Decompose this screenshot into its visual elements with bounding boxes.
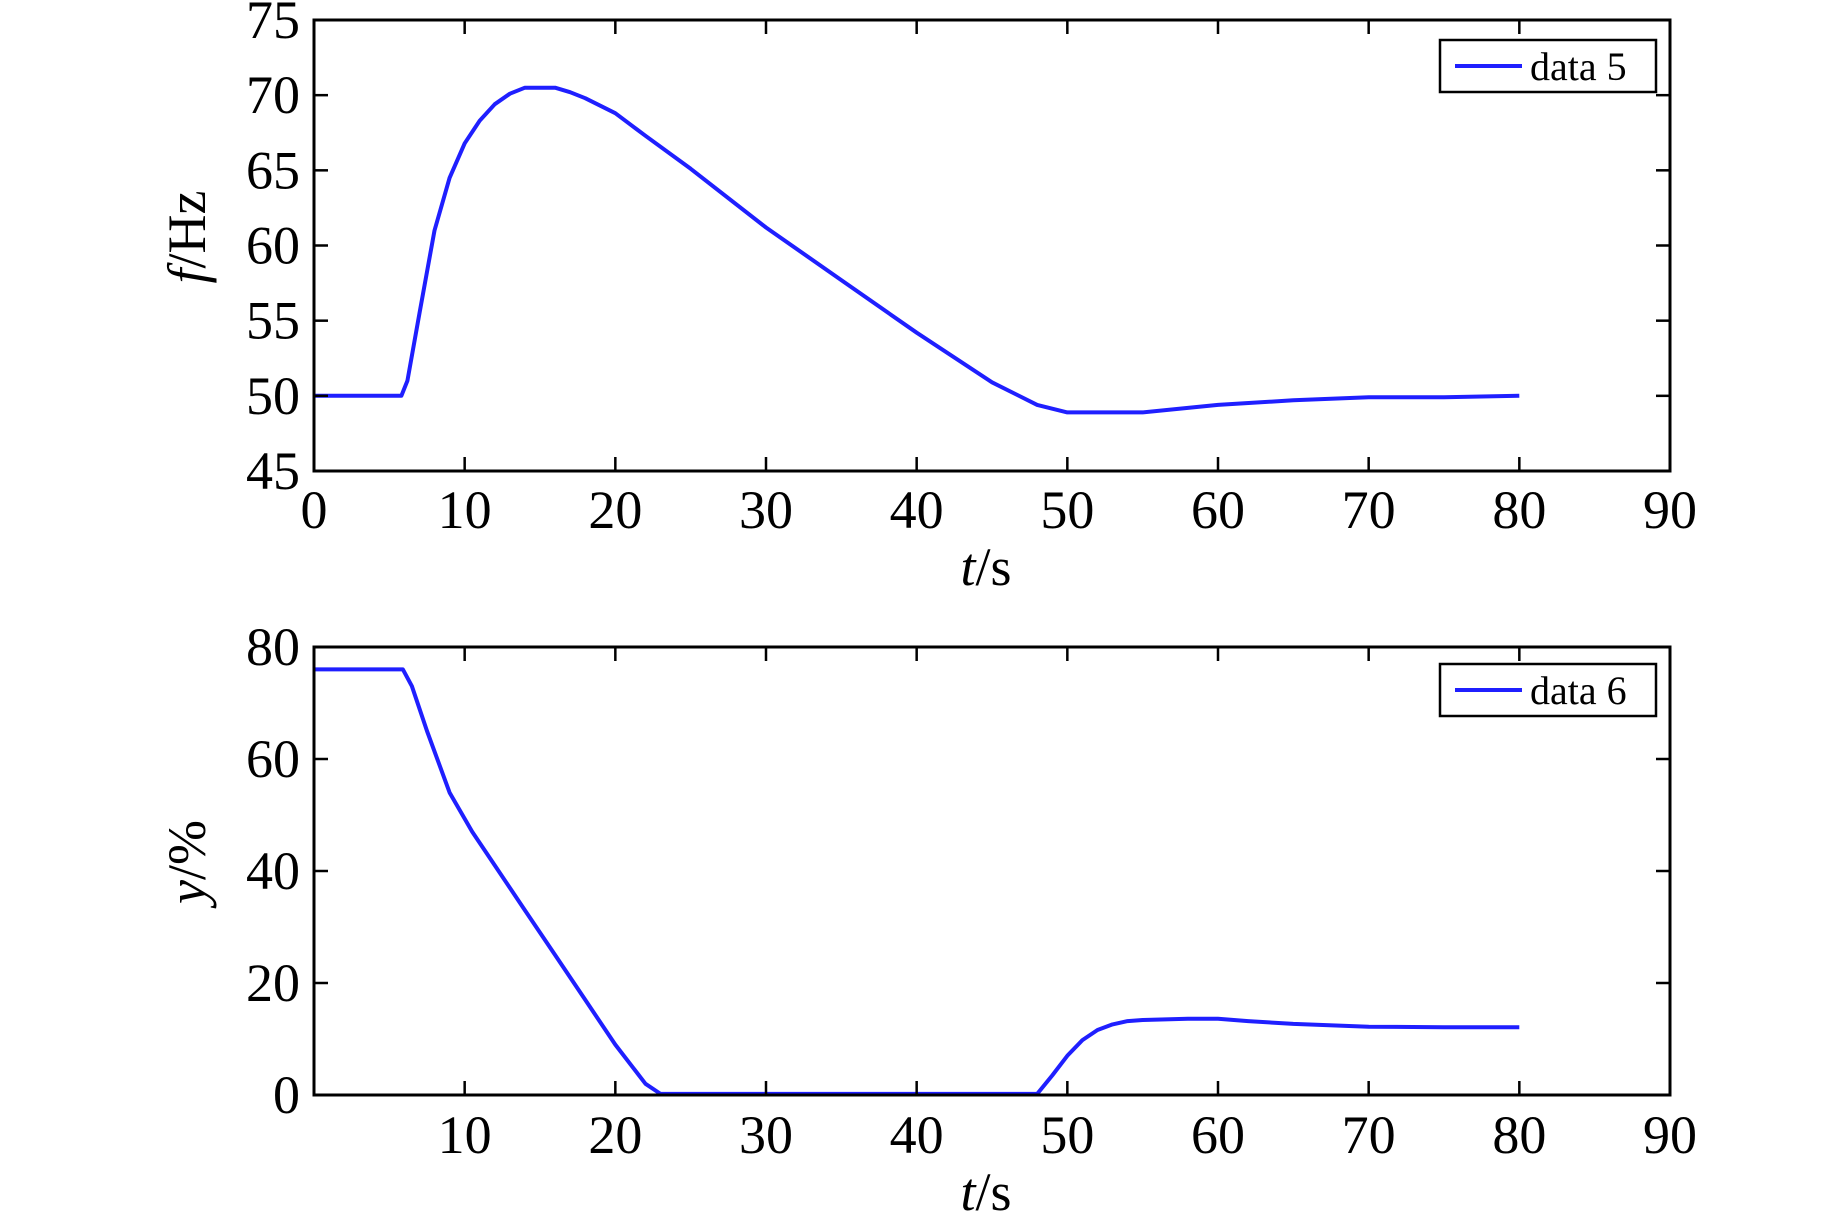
y-tick-label: 60	[246, 729, 300, 789]
y-tick-label: 40	[246, 841, 300, 901]
y-axis-label: f/Hz	[157, 191, 217, 284]
x-tick-label: 70	[1342, 480, 1396, 540]
x-tick-label: 0	[301, 480, 328, 540]
x-tick-label: 70	[1342, 1105, 1396, 1165]
x-tick-label: 50	[1040, 1105, 1094, 1165]
frequency-plot: t/s f/Hz 0 10 20 30 40 50 60 70 80 90 45 50 55 60 65 70…	[157, 0, 1697, 597]
x-tick-label: 30	[739, 480, 793, 540]
x-tick-label: 40	[890, 1105, 944, 1165]
x-tick-label: 60	[1191, 1105, 1245, 1165]
legend: data 5	[1438, 38, 1658, 94]
x-tick-label: 30	[739, 1105, 793, 1165]
x-axis-label: t/s	[960, 1162, 1011, 1220]
y-tick-label: 70	[246, 65, 300, 125]
y-tick-label: 80	[246, 617, 300, 677]
x-tick-label: 60	[1191, 480, 1245, 540]
y-tick-label: 0	[273, 1065, 300, 1125]
x-tick-label: 40	[890, 480, 944, 540]
y-tick-label: 45	[246, 441, 300, 501]
y-axis-label: y/%	[157, 820, 217, 909]
legend: data 6	[1438, 662, 1658, 718]
x-tick-label: 50	[1040, 480, 1094, 540]
y-tick-label: 55	[246, 291, 300, 351]
y-tick-label: 65	[246, 140, 300, 200]
y-tick-label: 20	[246, 953, 300, 1013]
x-tick-label: 10	[438, 480, 492, 540]
x-tick-label: 10	[438, 1105, 492, 1165]
x-tick-label: 90	[1643, 1105, 1697, 1165]
x-tick-label: 20	[588, 1105, 642, 1165]
x-axis-label: t/s	[960, 537, 1011, 597]
legend-label: data 6	[1530, 668, 1627, 713]
opening-plot: t/s y/% 10 20 30 40 50 60 70 80 90 0 20 40 60 80 data…	[157, 617, 1697, 1220]
series-line-0	[314, 85, 1520, 415]
y-tick-label: 50	[246, 366, 300, 426]
x-tick-label: 80	[1492, 480, 1546, 540]
x-tick-label: 20	[588, 480, 642, 540]
y-tick-label: 75	[246, 0, 300, 50]
y-tick-label: 60	[246, 216, 300, 276]
x-tick-label: 80	[1492, 1105, 1546, 1165]
legend-label: data 5	[1530, 44, 1627, 89]
x-tick-label: 90	[1643, 480, 1697, 540]
